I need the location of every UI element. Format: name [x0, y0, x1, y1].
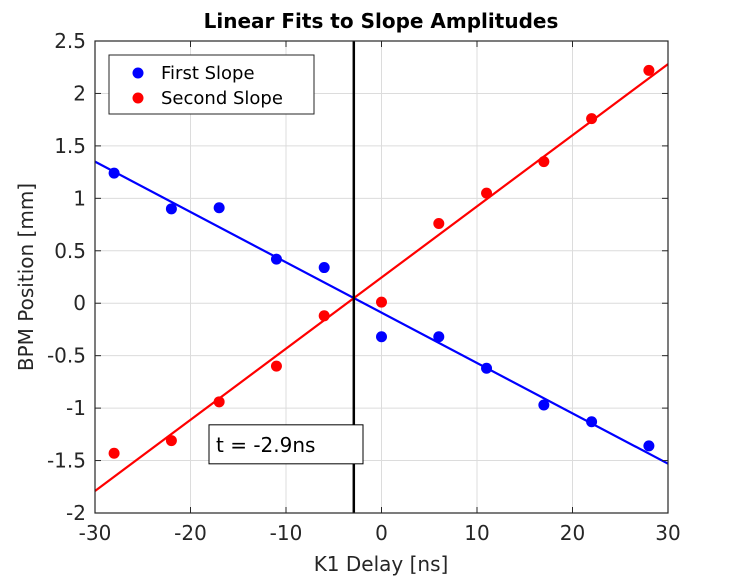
data-point-second-slope: [213, 396, 225, 408]
y-tick-label: -0.5: [47, 344, 86, 368]
data-point-first-slope: [643, 440, 655, 452]
data-point-first-slope: [538, 399, 550, 411]
y-tick-label: 0.5: [54, 239, 86, 263]
x-tick-label: 30: [655, 521, 680, 545]
data-point-first-slope: [213, 202, 225, 214]
data-point-second-slope: [376, 296, 387, 308]
data-point-first-slope: [433, 331, 445, 343]
data-point-second-slope: [538, 156, 550, 168]
y-tick-labels: -2 -1.5 -1 -0.5 0 0.5 1 1.5 2 2.5: [47, 29, 86, 525]
legend-marker-first-slope: [132, 67, 144, 79]
y-tick-label: 1: [73, 186, 86, 210]
data-point-first-slope: [586, 416, 598, 428]
y-axis-label: BPM Position [mm]: [14, 183, 38, 371]
y-tick-label: 1.5: [54, 134, 86, 158]
data-point-second-slope: [270, 360, 282, 372]
legend-label-second-slope: Second Slope: [161, 88, 283, 109]
fit-line-second-slope: [94, 63, 669, 492]
axis-ticks: [94, 40, 669, 514]
data-point-second-slope: [481, 187, 493, 199]
data-point-second-slope: [586, 113, 598, 125]
y-tick-label: 0: [73, 291, 86, 315]
y-tick-label: 2.5: [54, 29, 86, 53]
y-tick-label: -1: [66, 396, 86, 420]
x-tick-labels: -30 -20 -10 0 10 20 30: [79, 521, 681, 545]
y-tick-label: -2: [66, 501, 86, 525]
x-tick-label: -20: [174, 521, 207, 545]
data-point-second-slope: [643, 64, 655, 76]
legend: First Slope Second Slope: [108, 54, 315, 115]
x-axis-label: K1 Delay [ns]: [314, 552, 449, 576]
data-point-first-slope: [270, 253, 282, 265]
data-point-first-slope: [376, 331, 387, 343]
data-point-first-slope: [108, 167, 120, 179]
annotation: t = -2.9ns: [208, 424, 364, 465]
x-tick-label: -30: [79, 521, 112, 545]
chart-title: Linear Fits to Slope Amplitudes: [204, 9, 559, 33]
data-point-second-slope: [165, 435, 177, 447]
data-point-second-slope: [318, 310, 330, 322]
x-tick-label: -10: [270, 521, 303, 545]
x-tick-label: 20: [560, 521, 585, 545]
legend-box: [108, 54, 315, 115]
legend-label-first-slope: First Slope: [161, 63, 255, 84]
y-tick-label: 2: [73, 81, 86, 105]
legend-marker-second-slope: [132, 92, 144, 104]
data-point-first-slope: [481, 362, 493, 374]
annotation-box: [208, 424, 364, 465]
data-point-first-slope: [165, 203, 177, 215]
y-tick-label: -1.5: [47, 449, 86, 473]
x-tick-label: 0: [375, 521, 388, 545]
fit-line-first-slope: [94, 160, 669, 465]
fit-lines: [94, 63, 669, 492]
data-points: [108, 64, 655, 459]
annotation-text: t = -2.9ns: [216, 433, 315, 457]
x-tick-label: 10: [464, 521, 489, 545]
data-point-second-slope: [108, 447, 120, 459]
data-point-first-slope: [318, 262, 330, 274]
data-point-second-slope: [433, 218, 445, 230]
